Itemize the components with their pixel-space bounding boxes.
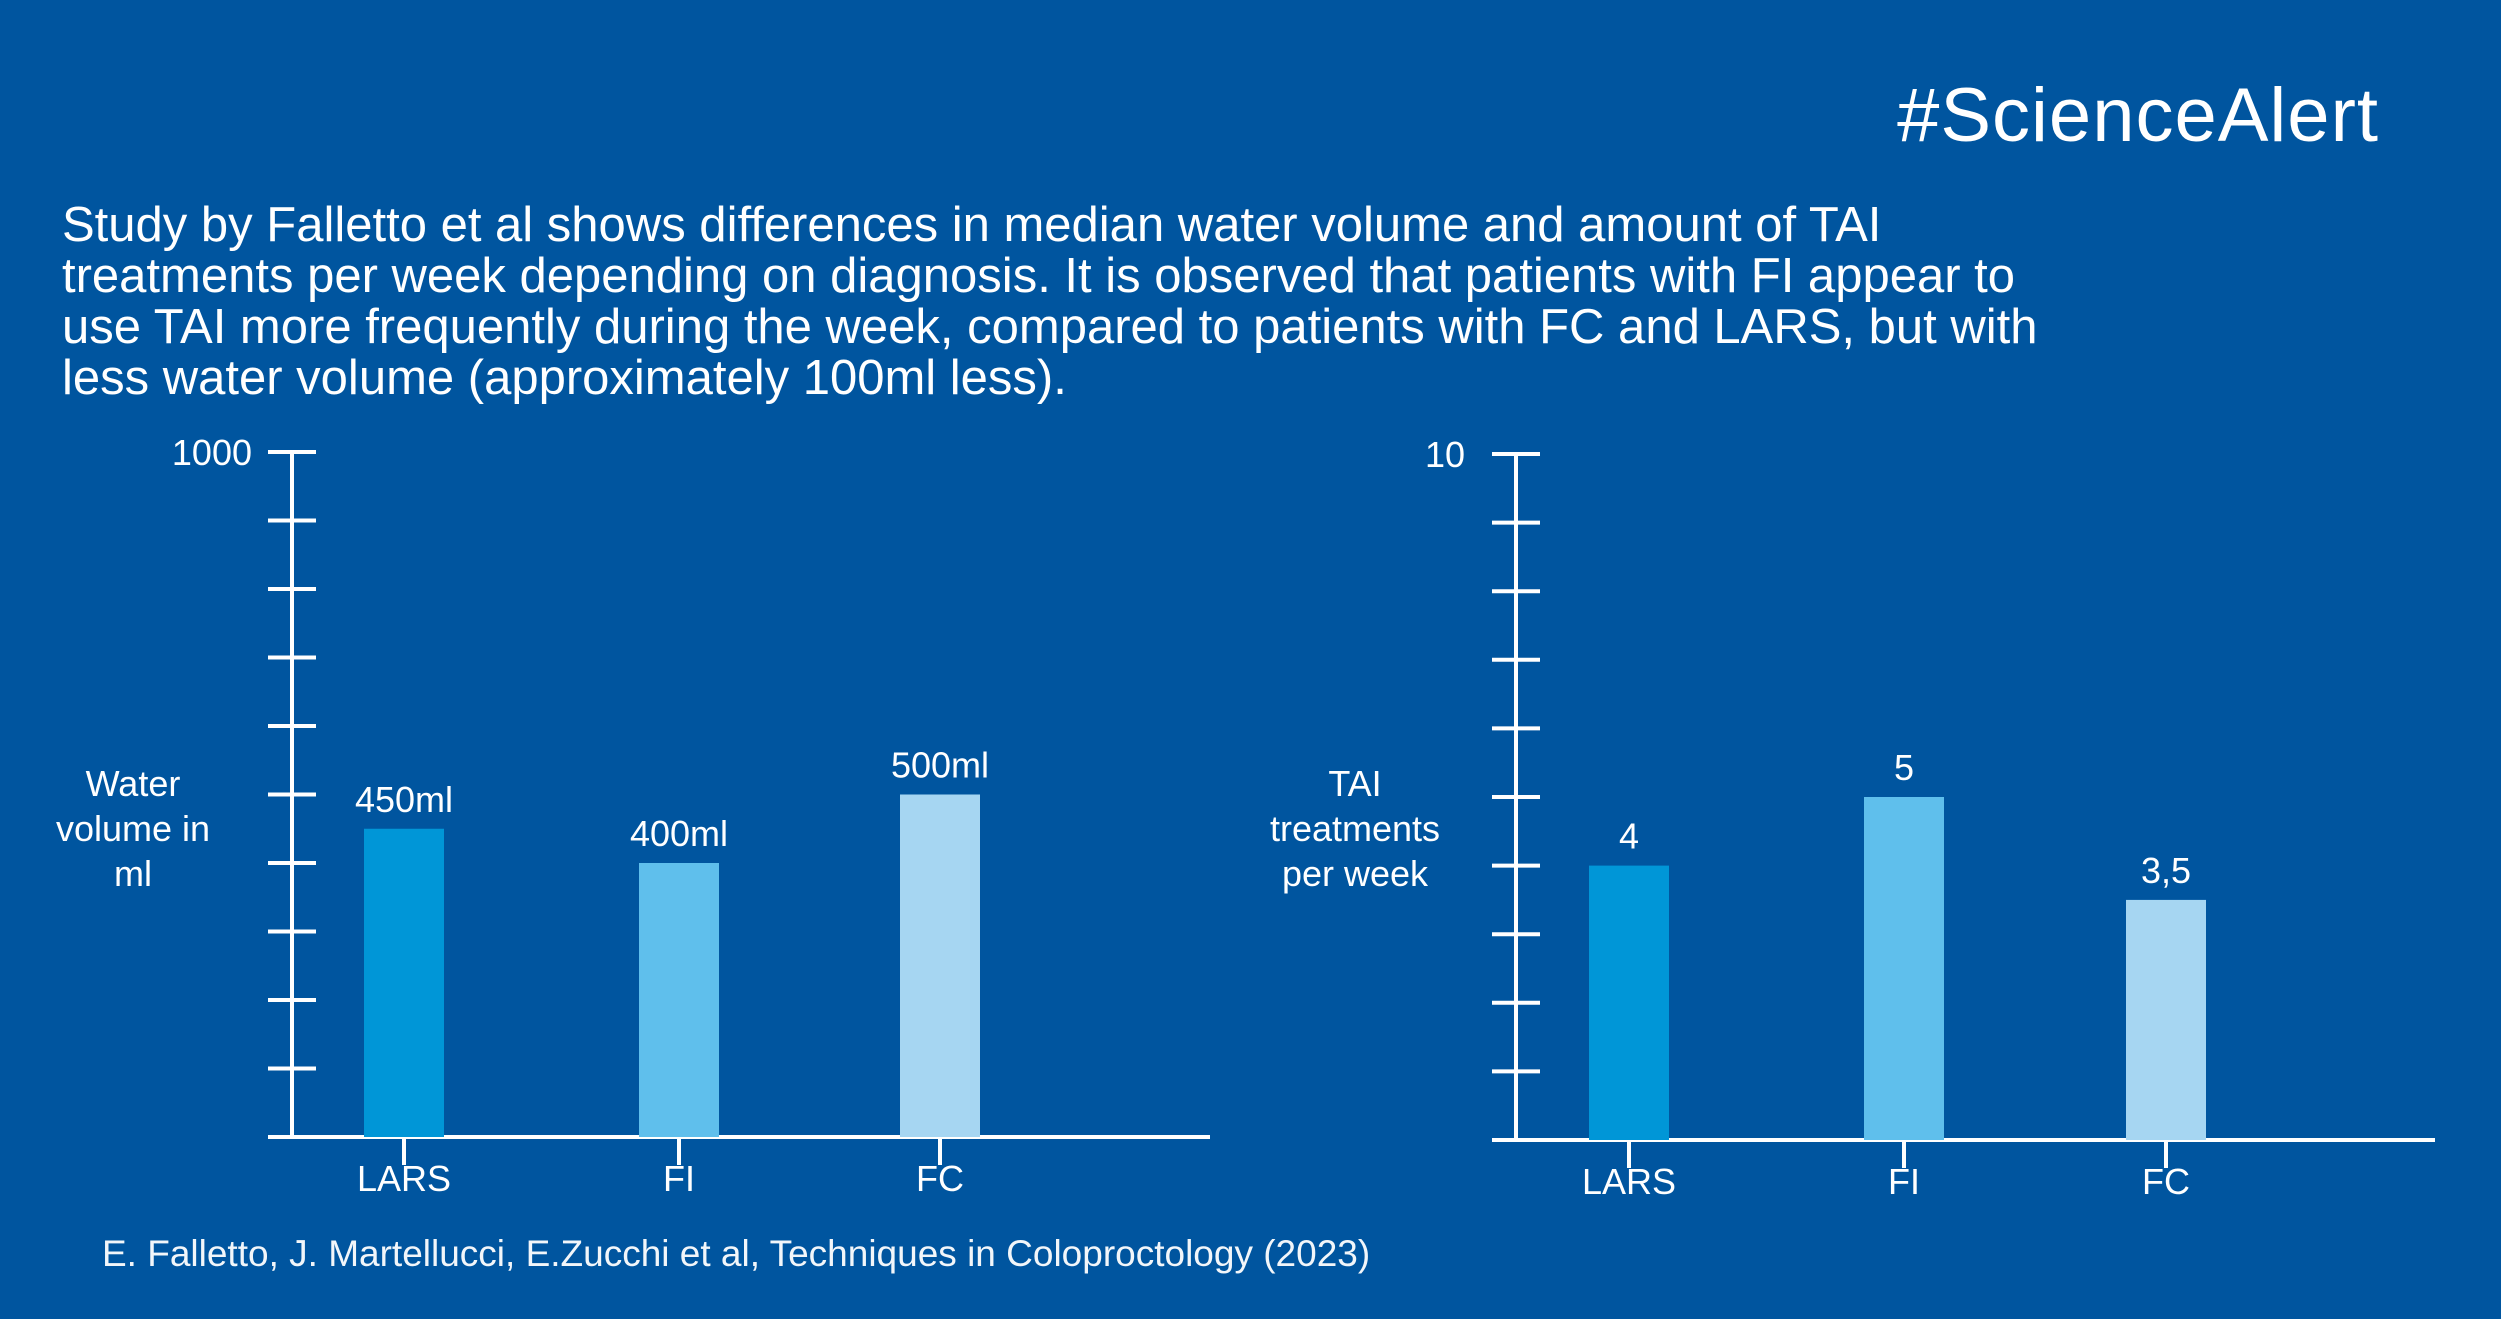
category-label: LARS	[357, 1158, 451, 1199]
hashtag-title: #ScienceAlert	[1897, 73, 2379, 158]
y-axis-title-line: per week	[1282, 853, 1429, 894]
bar-lars	[1589, 865, 1669, 1140]
y-axis-max-label: 10	[1425, 434, 1465, 475]
data-label: 5	[1894, 747, 1914, 788]
category-label: FC	[916, 1158, 964, 1199]
category-label: FI	[1888, 1161, 1920, 1202]
description-line: treatments per week depending on diagnos…	[62, 249, 2015, 303]
y-axis-title-line: Water	[86, 763, 181, 804]
data-label: 4	[1619, 816, 1639, 857]
category-label: FI	[663, 1158, 695, 1199]
bar-fi	[1864, 797, 1944, 1140]
data-label: 450ml	[355, 779, 453, 820]
y-axis-title-line: volume in	[56, 808, 210, 849]
bar-fi	[639, 863, 719, 1137]
source-citation: E. Falletto, J. Martellucci, E.Zucchi et…	[102, 1233, 1371, 1274]
description-line: less water volume (approximately 100ml l…	[62, 351, 1067, 405]
description-line: use TAI more frequently during the week,…	[62, 300, 2038, 354]
description-line: Study by Falletto et al shows difference…	[62, 198, 1882, 252]
bar-lars	[364, 828, 444, 1137]
y-axis-title-line: treatments	[1270, 808, 1440, 849]
category-label: FC	[2142, 1161, 2190, 1202]
bar-fc	[2126, 899, 2206, 1140]
y-axis-max-label: 1000	[172, 432, 252, 473]
data-label: 400ml	[630, 813, 728, 854]
y-axis-title-line: TAI	[1328, 763, 1381, 804]
category-label: LARS	[1582, 1161, 1676, 1202]
study-description: Study by Falletto et al shows difference…	[62, 200, 2442, 404]
data-label: 3,5	[2141, 850, 2191, 891]
bar-fc	[900, 794, 980, 1137]
data-label: 500ml	[891, 745, 989, 786]
y-axis-title-line: ml	[114, 853, 152, 894]
